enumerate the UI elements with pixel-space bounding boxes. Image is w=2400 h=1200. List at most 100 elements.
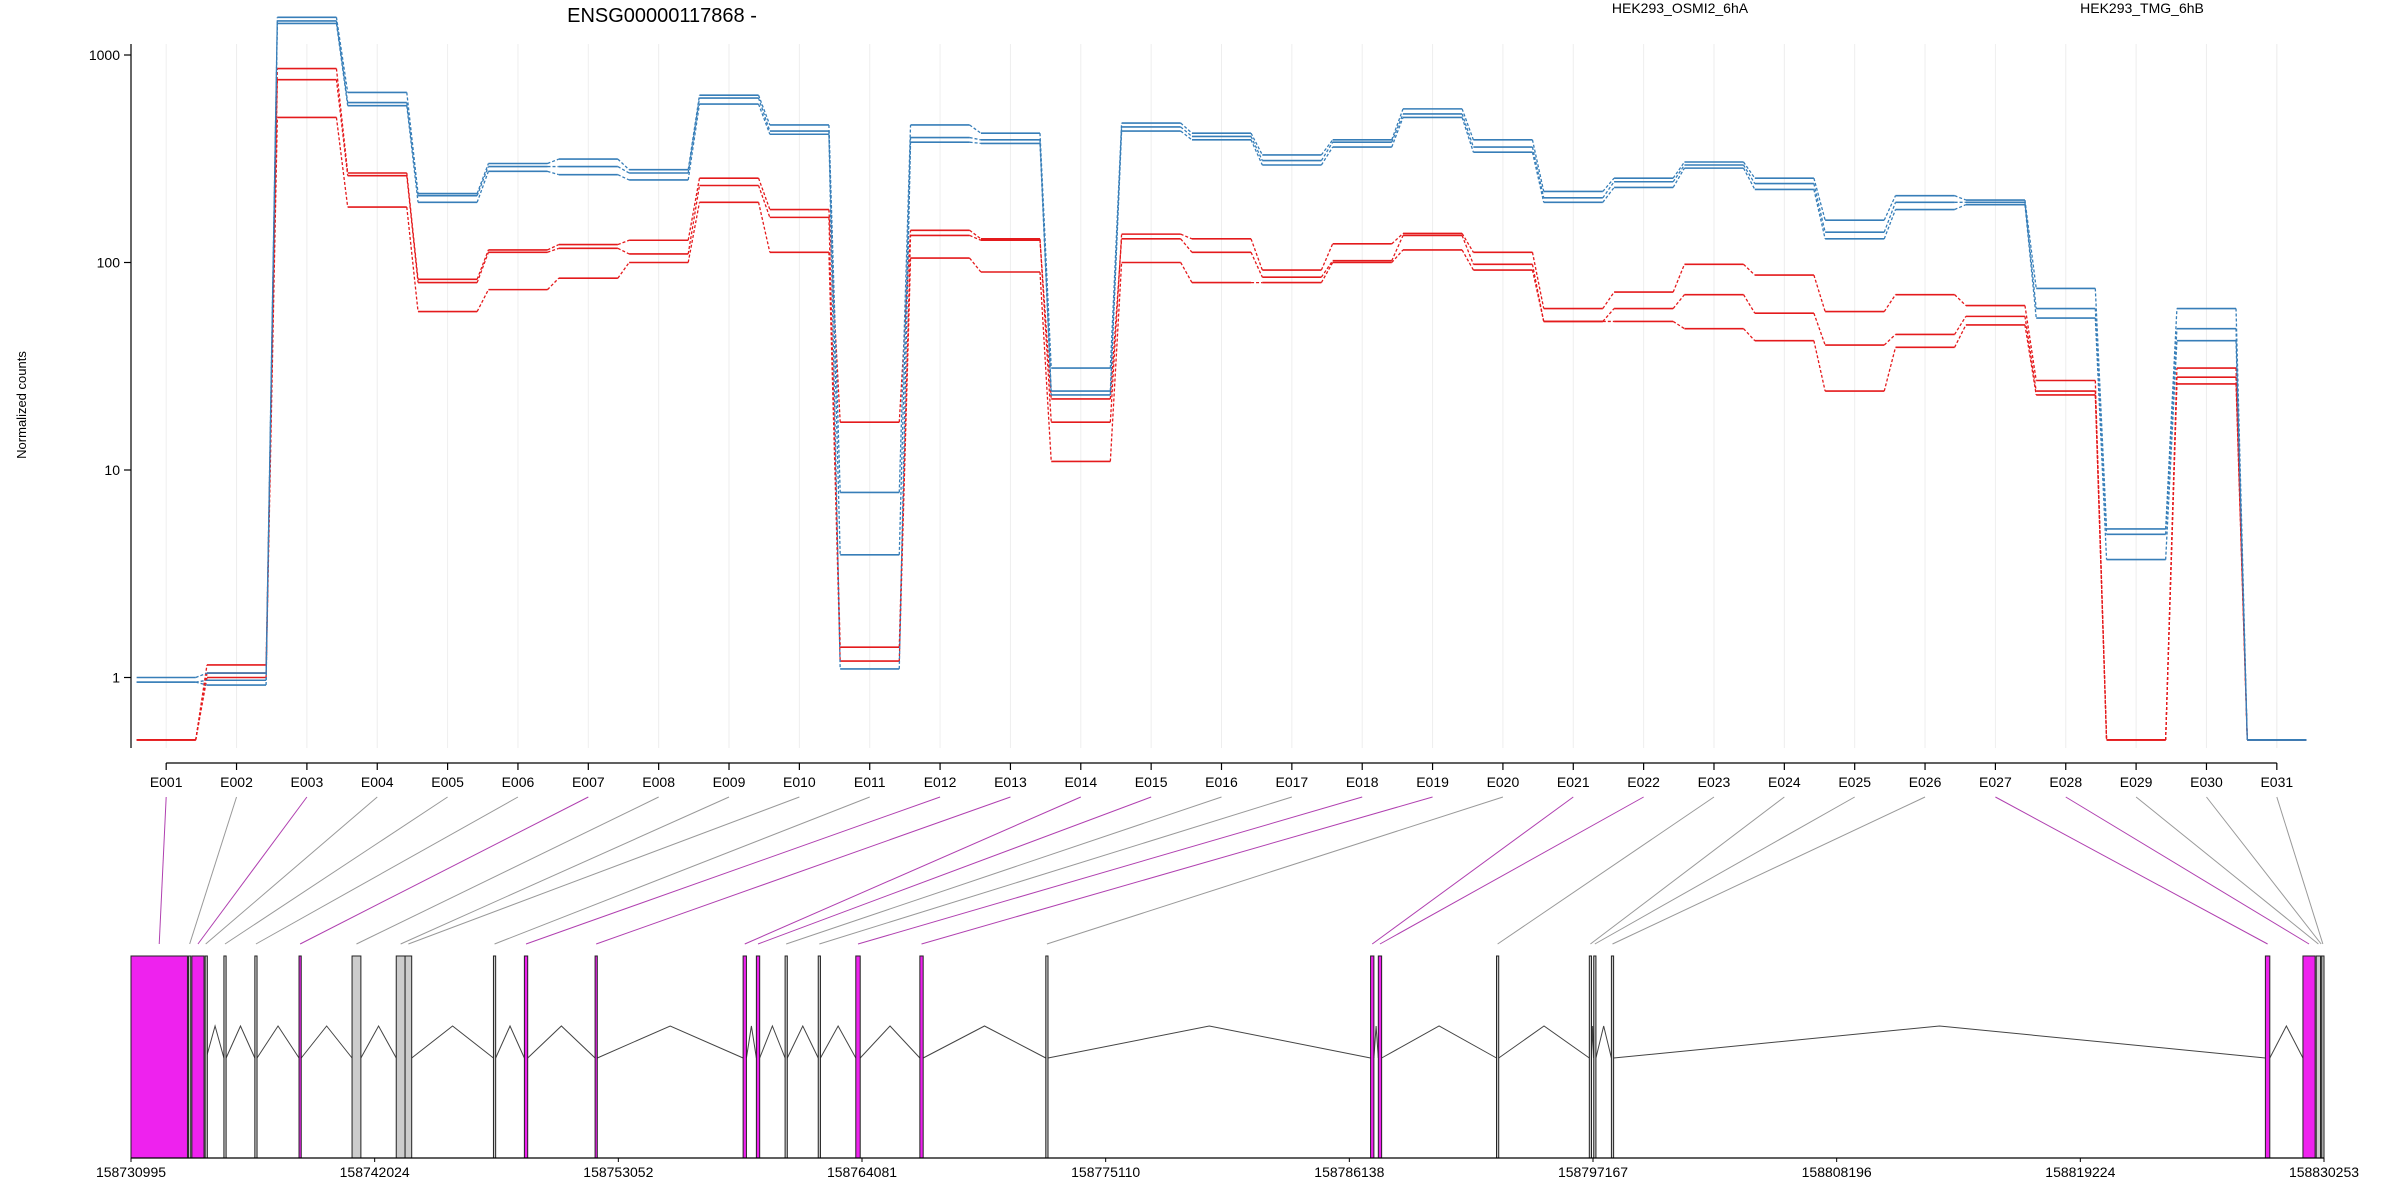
series-connector	[1180, 130, 1193, 141]
series-connector	[1883, 294, 1897, 312]
series-connector	[898, 258, 912, 662]
series-connector	[1742, 294, 1756, 314]
series-connector	[1954, 195, 1967, 201]
intron-line	[1613, 1025, 2266, 1059]
exon-box	[298, 955, 302, 1159]
genome-tick-label: 158786138	[1314, 1164, 1384, 1180]
series-connector	[547, 247, 559, 253]
y-tick-label: 100	[97, 255, 121, 271]
series-connector	[828, 217, 841, 648]
exon-connector	[744, 796, 1081, 945]
series-connector	[1743, 263, 1756, 276]
x-tick-label: E014	[1064, 774, 1097, 790]
exon-box	[855, 955, 861, 1159]
y-tick-label: 10	[104, 462, 120, 478]
series-connector	[1109, 238, 1123, 399]
series-connector	[1180, 126, 1193, 137]
exon-connector	[205, 796, 378, 945]
plot-gridlines	[165, 44, 2278, 748]
series-connector	[335, 20, 349, 103]
exon-connector	[197, 796, 308, 945]
intron-line	[360, 1024, 397, 1059]
series-connector	[969, 234, 982, 241]
series-connector	[1602, 308, 1615, 322]
exon-box	[1496, 955, 1500, 1159]
series-connector	[757, 202, 771, 253]
exon-box	[2264, 955, 2271, 1159]
x-tick-label: E027	[1979, 774, 2012, 790]
series-connector	[1531, 152, 1545, 203]
exon-box	[919, 955, 924, 1159]
series-connector	[1531, 269, 1545, 322]
series-connector	[687, 178, 701, 241]
series-connector	[2165, 328, 2178, 535]
intron-line	[859, 1025, 921, 1059]
exon-box	[817, 955, 821, 1159]
x-tick-label: E015	[1135, 774, 1168, 790]
genome-tick-label: 158730995	[96, 1164, 166, 1180]
series-connector	[335, 23, 349, 106]
series-connector	[898, 235, 912, 648]
x-tick-label: E025	[1838, 774, 1871, 790]
series-connector	[195, 679, 208, 683]
series-connector	[1250, 136, 1263, 161]
series-connector	[1813, 340, 1826, 392]
series-connector	[1813, 183, 1826, 233]
y-axis: 1 10 100 1000	[89, 44, 132, 748]
series-connector	[2024, 324, 2037, 396]
legend-label-tmg: HEK293_TMG_6hB	[2080, 0, 2204, 16]
series-connector	[547, 158, 559, 165]
series-connector	[265, 23, 278, 686]
series-connector	[547, 243, 560, 251]
series-connector	[1320, 262, 1334, 283]
intron-line	[759, 1024, 786, 1059]
series-connector	[1883, 202, 1897, 233]
series-connector	[757, 94, 771, 126]
exon-box	[351, 955, 362, 1159]
series-connector	[1602, 177, 1615, 192]
x-tick-label: E002	[220, 774, 253, 790]
series-connector	[617, 247, 630, 255]
series-connector	[1180, 233, 1193, 240]
intron-line	[1381, 1025, 1497, 1059]
series-connector	[547, 170, 559, 176]
series-connector	[2024, 204, 2037, 319]
exon-box	[395, 955, 406, 1159]
exon-box	[1593, 955, 1597, 1159]
series-connector	[1602, 187, 1615, 203]
series-connector	[2165, 383, 2178, 740]
series-connector	[1180, 262, 1193, 283]
exon-connector	[1497, 796, 1715, 945]
y-axis-label: Normalized counts	[14, 351, 29, 459]
series-connector	[1109, 234, 1123, 423]
series-connector	[406, 105, 419, 203]
series-connector	[2165, 340, 2178, 560]
x-tick-label: E017	[1276, 774, 1309, 790]
series-connector	[1531, 146, 1545, 198]
exon-box	[1588, 955, 1593, 1159]
genome-tick-label: 158742024	[340, 1164, 410, 1180]
series-connector	[1461, 117, 1474, 153]
exon-box	[742, 955, 747, 1159]
exon-box	[1610, 955, 1615, 1159]
exon-box	[1370, 955, 1375, 1159]
genomic-coordinate-axis: 158730995 158742024 158753052 158764081 1587…	[96, 1157, 2359, 1180]
series-connector	[898, 124, 912, 493]
exon-box	[188, 955, 192, 1159]
series-connector	[1672, 294, 1685, 309]
series-connector	[1391, 108, 1404, 141]
series-connector	[195, 672, 208, 679]
series-connector	[1039, 271, 1052, 462]
series-connector	[265, 117, 278, 678]
series-connector	[2094, 394, 2108, 740]
series-connector	[335, 79, 349, 176]
series-connector	[335, 117, 349, 208]
series-connector	[687, 185, 701, 255]
x-tick-label: E018	[1346, 774, 1379, 790]
series-connector	[547, 277, 560, 291]
series-connector	[1039, 240, 1052, 399]
series-connector	[195, 681, 208, 686]
series-connector	[1461, 108, 1474, 141]
series-connector	[1813, 274, 1826, 312]
